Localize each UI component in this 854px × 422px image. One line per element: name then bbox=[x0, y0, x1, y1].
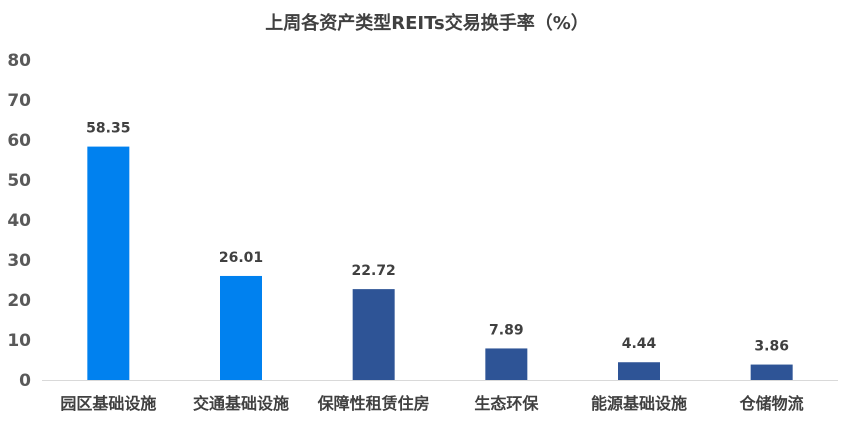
x-tick-label: 生态环保 bbox=[474, 394, 539, 413]
chart-title: 上周各资产类型REITs交易换手率（%） bbox=[265, 12, 589, 34]
y-tick-label: 70 bbox=[7, 91, 31, 111]
bar bbox=[485, 348, 528, 380]
y-tick-label: 60 bbox=[7, 131, 31, 151]
bar bbox=[352, 289, 395, 380]
bar bbox=[750, 364, 793, 380]
bar bbox=[220, 275, 262, 380]
y-tick-label: 10 bbox=[7, 331, 31, 351]
x-tick-label: 交通基础设施 bbox=[193, 394, 289, 413]
y-tick-label: 20 bbox=[7, 291, 31, 311]
y-tick-label: 30 bbox=[7, 251, 31, 271]
y-tick-label: 40 bbox=[7, 211, 31, 231]
bar bbox=[87, 146, 130, 380]
y-tick-label: 0 bbox=[19, 371, 31, 391]
y-axis: 0 10 20 30 40 50 60 70 80 bbox=[7, 51, 31, 391]
x-tick-label: 仓储物流 bbox=[739, 394, 804, 413]
data-label: 4.44 bbox=[622, 336, 657, 352]
data-label: 3.86 bbox=[754, 339, 789, 355]
bars: 58.35 26.01 22.72 7.89 4.44 3.86 bbox=[86, 121, 793, 380]
y-tick-label: 80 bbox=[7, 51, 31, 71]
y-tick-label: 50 bbox=[7, 171, 31, 191]
bar bbox=[618, 362, 660, 380]
x-tick-label: 保障性租赁住房 bbox=[317, 394, 430, 413]
x-tick-label: 园区基础设施 bbox=[60, 394, 156, 413]
data-label: 58.35 bbox=[86, 121, 130, 137]
data-label: 22.72 bbox=[352, 263, 396, 279]
data-label: 7.89 bbox=[489, 322, 524, 338]
data-label: 26.01 bbox=[219, 250, 263, 266]
x-axis: 园区基础设施 交通基础设施 保障性租赁住房 生态环保 能源基础设施 仓储物流 bbox=[42, 380, 838, 413]
x-tick-label: 能源基础设施 bbox=[591, 394, 687, 413]
